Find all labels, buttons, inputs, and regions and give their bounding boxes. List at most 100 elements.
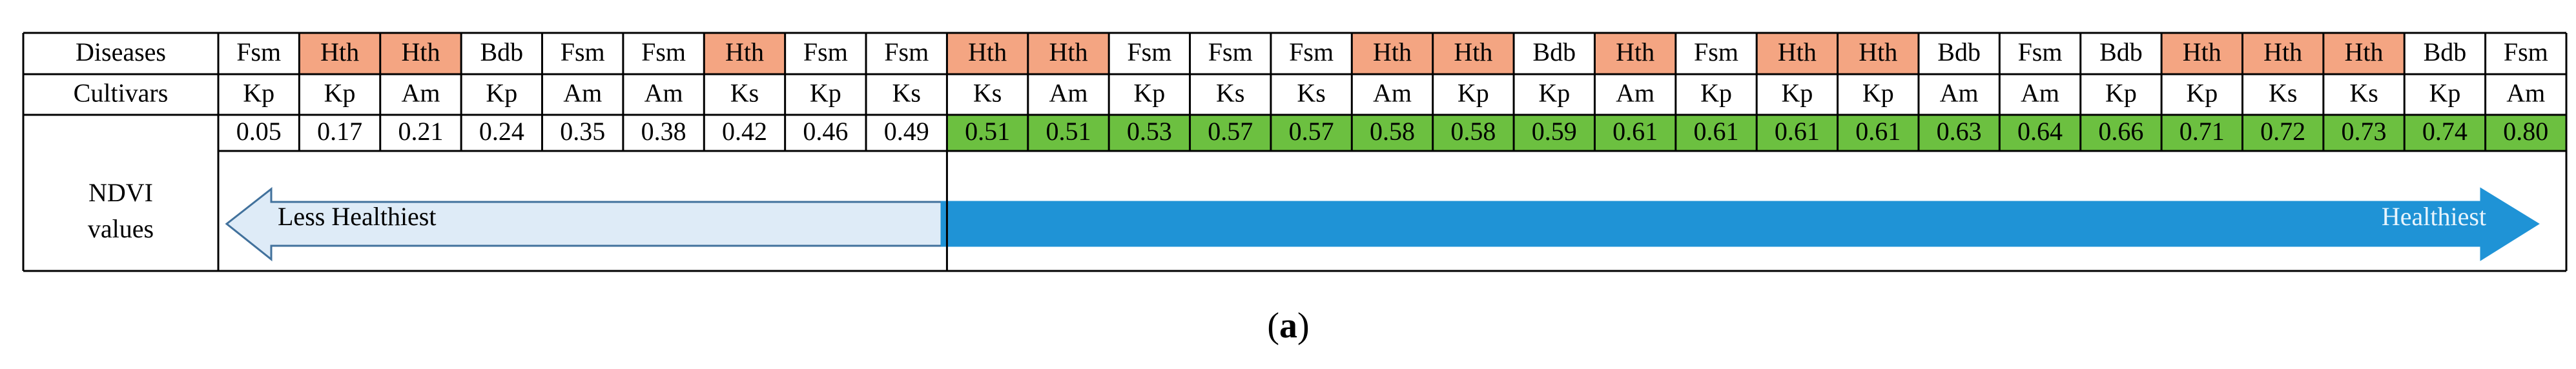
disease-cell: Fsm	[1127, 37, 1171, 66]
highlight-cell	[2161, 33, 2243, 74]
ndvi-cell: 0.51	[1046, 117, 1091, 146]
highlight-cell	[1027, 33, 1109, 74]
cultivar-cell: Am	[644, 79, 683, 108]
highlight-cell	[2242, 115, 2324, 151]
disease-cell: Bdb	[480, 37, 523, 66]
disease-cell: Bdb	[1937, 37, 1981, 66]
highlight-cell	[947, 115, 1028, 151]
highlight-cell	[2323, 33, 2405, 74]
ndvi-cell: 0.59	[1532, 117, 1577, 146]
highlight-cell	[299, 33, 380, 74]
cultivar-cell: Kp	[1862, 79, 1894, 108]
row-label: NDVI values	[87, 178, 154, 243]
disease-cell: Fsm	[641, 37, 686, 66]
disease-cell: Fsm	[1694, 37, 1738, 66]
cultivar-cell: Kp	[2186, 79, 2218, 108]
highlight-cell	[2404, 115, 2486, 151]
highlight-cell	[1837, 33, 1919, 74]
cultivar-cell: Ks	[730, 79, 759, 108]
cultivar-cell: Am	[2021, 79, 2059, 108]
highlight-cell	[1999, 115, 2081, 151]
ndvi-cell: 0.46	[803, 117, 848, 146]
cultivar-cell: Ks	[2269, 79, 2297, 108]
disease-cell: Hth	[1859, 37, 1897, 66]
ndvi-cell: 0.42	[722, 117, 767, 146]
cultivar-cell: Kp	[324, 79, 356, 108]
healthy-arrow	[940, 187, 2540, 261]
highlight-cell	[380, 33, 462, 74]
disease-cell: Bdb	[2424, 37, 2467, 66]
less-healthy-arrow	[225, 186, 943, 262]
ndvi-cell: 0.38	[641, 117, 686, 146]
disease-cell: Bdb	[2099, 37, 2143, 66]
cultivar-cell: Ks	[1216, 79, 1244, 108]
highlight-cell	[1352, 33, 1433, 74]
disease-cell: Hth	[725, 37, 764, 66]
cultivar-cell: Ks	[973, 79, 1002, 108]
highlight-cell	[1594, 115, 1676, 151]
ndvi-cell: 0.71	[2179, 117, 2225, 146]
highlight-cell	[2242, 33, 2324, 74]
ndvi-cell: 0.35	[560, 117, 605, 146]
highlight-cell	[1837, 115, 1919, 151]
disease-cell: Fsm	[1289, 37, 1334, 66]
cultivar-cell: Kp	[1458, 79, 1489, 108]
disease-cell: Hth	[2345, 37, 2384, 66]
ndvi-cell: 0.57	[1289, 117, 1334, 146]
highlight-cell	[1757, 33, 1838, 74]
highlight-cell	[2161, 115, 2243, 151]
disease-cell: Hth	[1049, 37, 1087, 66]
disease-cell: Hth	[320, 37, 359, 66]
disease-cell: Hth	[1616, 37, 1654, 66]
disease-cell: Hth	[1778, 37, 1817, 66]
highlight-cell	[1432, 33, 1514, 74]
cultivar-cell: Ks	[1297, 79, 1325, 108]
caption: (a)	[1267, 306, 1309, 346]
ndvi-cell: 0.61	[1613, 117, 1658, 146]
ndvi-cell: 0.61	[1694, 117, 1739, 146]
disease-cell: Hth	[1454, 37, 1492, 66]
disease-cell: Hth	[2263, 37, 2302, 66]
highlight-cell	[1514, 115, 1595, 151]
cultivar-cell: Kp	[810, 79, 841, 108]
ndvi-cell: 0.61	[1775, 117, 1820, 146]
less-healthy-label: Less Healthiest	[278, 202, 437, 231]
highlight-cell	[1190, 115, 1271, 151]
cultivar-cell: Am	[401, 79, 440, 108]
disease-cell: Fsm	[2018, 37, 2063, 66]
highlight-cell	[704, 33, 785, 74]
ndvi-cell: 0.49	[884, 117, 929, 146]
cultivar-cell: Kp	[1700, 79, 1732, 108]
ndvi-cell: 0.53	[1127, 117, 1172, 146]
ndvi-cell: 0.74	[2422, 117, 2468, 146]
ndvi-cell: 0.63	[1937, 117, 1982, 146]
cultivar-cell: Kp	[1133, 79, 1165, 108]
cultivar-cell: Am	[2506, 79, 2545, 108]
ndvi-cell: 0.66	[2098, 117, 2143, 146]
highlight-cell	[2323, 115, 2405, 151]
ndvi-cell: 0.24	[479, 117, 524, 146]
highlight-cell	[1270, 115, 1352, 151]
ndvi-cell: 0.17	[317, 117, 362, 146]
row-label: Cultivars	[74, 79, 169, 108]
row-label: Diseases	[76, 37, 166, 66]
cultivar-cell: Kp	[1538, 79, 1570, 108]
highlight-cell	[1027, 115, 1109, 151]
cultivar-cell: Kp	[2429, 79, 2460, 108]
ndvi-cell: 0.61	[1855, 117, 1901, 146]
ndvi-cell: 0.80	[2503, 117, 2548, 146]
cultivar-cell: Am	[1940, 79, 1979, 108]
highlight-cell	[947, 33, 1028, 74]
cultivar-cell: Kp	[243, 79, 274, 108]
ndvi-cell: 0.58	[1450, 117, 1496, 146]
disease-cell: Hth	[1373, 37, 1412, 66]
highlight-cell	[1757, 115, 1838, 151]
highlight-cell	[1675, 115, 1757, 151]
cultivar-cell: Am	[1616, 79, 1654, 108]
cultivar-cell: Kp	[2105, 79, 2137, 108]
caption-letter: a	[1279, 306, 1297, 346]
disease-cell: Fsm	[1208, 37, 1253, 66]
disease-cell: Fsm	[561, 37, 605, 66]
